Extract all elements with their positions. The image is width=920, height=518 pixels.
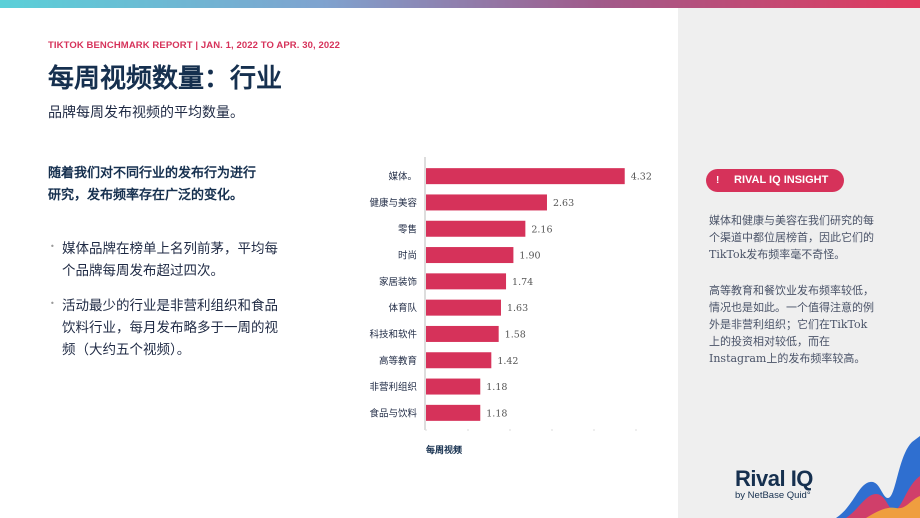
bullet-text: 媒体品牌在榜单上名列前茅，平均每个品牌每周发布超过四次。: [62, 241, 278, 279]
logo-wordmark: Rival IQ: [735, 466, 813, 491]
brand-wave-icon: [836, 436, 920, 518]
category-label: 时尚: [398, 250, 417, 262]
bar: [426, 299, 501, 316]
category-label: 媒体。: [388, 171, 417, 183]
value-label: 1.18: [486, 382, 507, 393]
page-subtitle: 品牌每周发布视频的平均数量。: [48, 105, 244, 121]
bullet-text: 活动最少的行业是非营利组织和食品饮料行业，每月发布略多于一周的视频（大约五个视频…: [62, 298, 278, 358]
bullet-item: • 媒体品牌在榜单上名列前茅，平均每个品牌每周发布超过四次。: [48, 238, 280, 282]
value-label: 2.63: [553, 198, 574, 209]
bar: [426, 378, 481, 395]
category-label: 健康与美容: [369, 197, 417, 209]
bullet-item: • 活动最少的行业是非营利组织和食品饮料行业，每月发布略多于一周的视频（大约五个视…: [48, 295, 280, 361]
report-label: TIKTOK BENCHMARK REPORT | JAN. 1, 2022 T…: [48, 40, 341, 51]
bar: [426, 220, 526, 237]
insight-pill-label: RIVAL IQ INSIGHT: [734, 174, 829, 186]
category-label: 科技和软件: [369, 328, 417, 340]
value-label: 1.42: [497, 356, 518, 367]
bar: [426, 247, 514, 264]
logo-byline: by NetBase Quid°: [735, 490, 811, 501]
value-label: 4.32: [631, 172, 652, 183]
brand-logo: Rival IQ by NetBase Quid°: [735, 466, 813, 501]
category-label: 高等教育: [379, 355, 417, 367]
value-label: 1.90: [519, 251, 540, 262]
insight-pill: ! RIVAL IQ INSIGHT: [706, 169, 844, 192]
bar: [426, 404, 481, 421]
bar: [426, 194, 547, 211]
bullet-list: • 媒体品牌在榜单上名列前茅，平均每个品牌每周发布超过四次。 • 活动最少的行业是非…: [48, 238, 280, 374]
page-title: 每周视频数量：行业: [48, 64, 283, 94]
insight-panel: [678, 8, 920, 518]
lead-paragraph: 随着我们对不同行业的发布行为进行研究，发布频率存在广泛的变化。: [48, 166, 257, 203]
alert-icon: !: [716, 175, 720, 186]
value-label: 1.18: [486, 408, 507, 419]
bullet-dot-icon: •: [50, 242, 55, 251]
top-gradient-bar: [0, 0, 920, 8]
chart-x-axis-label: 每周视频: [426, 446, 463, 456]
category-label: 体育队: [388, 302, 417, 314]
value-label: 1.63: [507, 303, 528, 314]
value-label: 1.74: [512, 277, 533, 288]
insight-paragraph: 媒体和健康与美容在我们研究的每个渠道中都位居榜首，因此它们的TikTok发布频率…: [709, 214, 874, 261]
category-label: 零售: [398, 223, 417, 235]
insight-paragraph: 高等教育和餐饮业发布频率较低，情况也是如此。一个值得注意的例外是非营利组织；它们…: [709, 284, 874, 365]
value-label: 1.58: [505, 329, 526, 340]
bar: [426, 325, 499, 342]
category-label: 家居装饰: [379, 276, 417, 288]
category-label: 食品与饮料: [369, 407, 417, 419]
bullet-dot-icon: •: [50, 299, 55, 308]
bar-chart: 媒体。 4.32 健康与美容 2.63 零售 2.16 时尚 1.90 家居装饰 1.74 体育队 1…: [369, 157, 655, 431]
bar: [426, 168, 625, 185]
value-label: 2.16: [531, 224, 552, 235]
bar: [426, 352, 492, 369]
bar: [426, 273, 507, 290]
category-label: 非营利组织: [369, 381, 417, 393]
